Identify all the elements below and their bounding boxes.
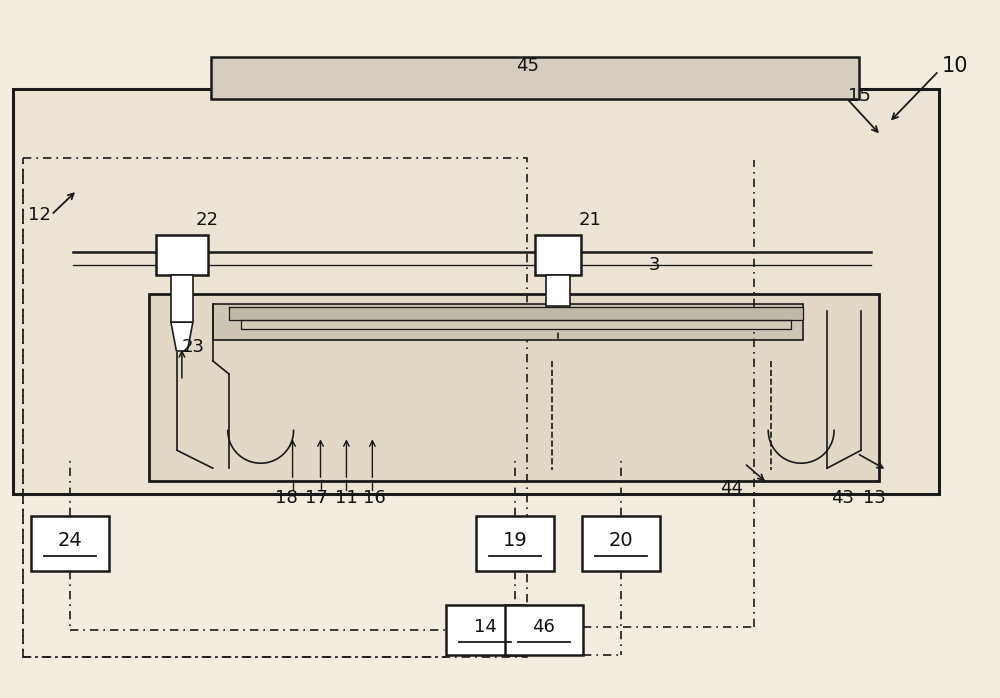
Text: 43: 43 xyxy=(832,489,855,507)
Text: 44: 44 xyxy=(720,479,743,497)
Bar xyxy=(31,516,109,572)
Polygon shape xyxy=(171,322,193,351)
Bar xyxy=(171,274,193,322)
Text: 19: 19 xyxy=(503,531,527,550)
Bar xyxy=(535,235,581,274)
Bar xyxy=(211,57,859,98)
Bar xyxy=(582,516,660,572)
Text: 45: 45 xyxy=(516,57,539,75)
Text: 20: 20 xyxy=(608,531,633,550)
Text: 16: 16 xyxy=(363,489,386,507)
Text: 21: 21 xyxy=(578,211,601,229)
Text: 18: 18 xyxy=(275,489,298,507)
Polygon shape xyxy=(241,320,791,329)
Text: 15: 15 xyxy=(848,87,870,105)
Text: 12: 12 xyxy=(28,206,51,224)
Bar xyxy=(213,304,803,340)
Text: 13: 13 xyxy=(863,489,885,507)
Text: 10: 10 xyxy=(941,56,968,76)
Bar xyxy=(446,605,524,655)
Bar xyxy=(476,516,554,572)
Bar xyxy=(156,235,208,274)
Bar xyxy=(505,605,583,655)
Bar xyxy=(546,274,570,306)
Bar xyxy=(13,89,939,494)
Text: 11: 11 xyxy=(335,489,358,507)
Text: 23: 23 xyxy=(181,338,204,356)
Polygon shape xyxy=(229,307,803,320)
Text: 22: 22 xyxy=(195,211,218,229)
Text: 3: 3 xyxy=(649,255,660,274)
Text: 14: 14 xyxy=(474,618,496,636)
Bar xyxy=(149,295,879,481)
Text: 24: 24 xyxy=(58,531,83,550)
Text: 46: 46 xyxy=(532,618,555,636)
Text: 17: 17 xyxy=(305,489,328,507)
Bar xyxy=(23,158,527,657)
